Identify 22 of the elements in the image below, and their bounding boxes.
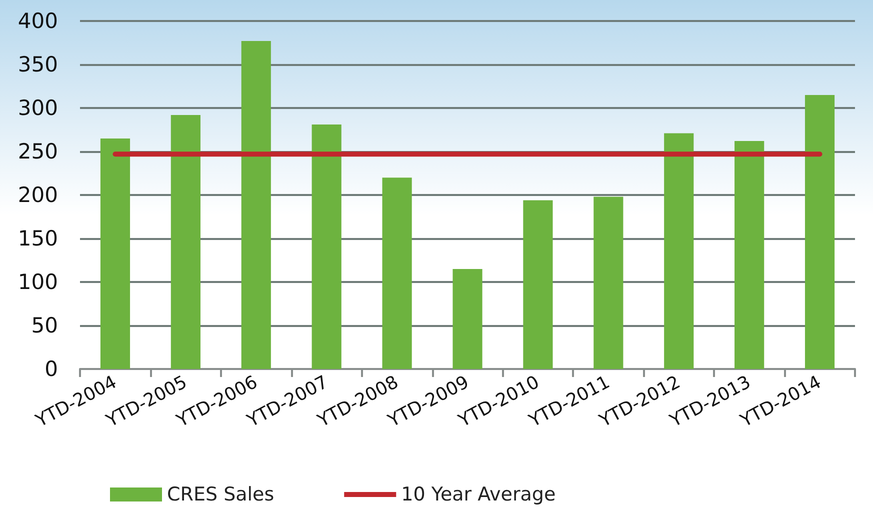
y-tick-label: 50 [31, 314, 58, 338]
y-tick-label: 0 [44, 357, 58, 381]
bar [664, 133, 694, 369]
bar [241, 41, 271, 369]
y-tick-label: 400 [18, 9, 58, 33]
bar [382, 178, 412, 369]
legend-label: 10 Year Average [401, 484, 556, 506]
bar [100, 138, 130, 369]
y-tick-label: 200 [18, 183, 58, 207]
y-tick-label: 250 [18, 140, 58, 164]
bar [734, 141, 764, 369]
y-tick-label: 100 [18, 270, 58, 294]
bar [594, 196, 624, 369]
bar [804, 94, 835, 369]
legend-label: CRES Sales [167, 484, 274, 506]
bar [523, 200, 553, 369]
y-tick-label: 300 [18, 96, 58, 120]
bar [312, 124, 342, 369]
bar [170, 114, 200, 369]
y-tick-label: 150 [18, 226, 58, 250]
y-tick-label: 350 [18, 52, 58, 76]
bar [452, 268, 482, 369]
